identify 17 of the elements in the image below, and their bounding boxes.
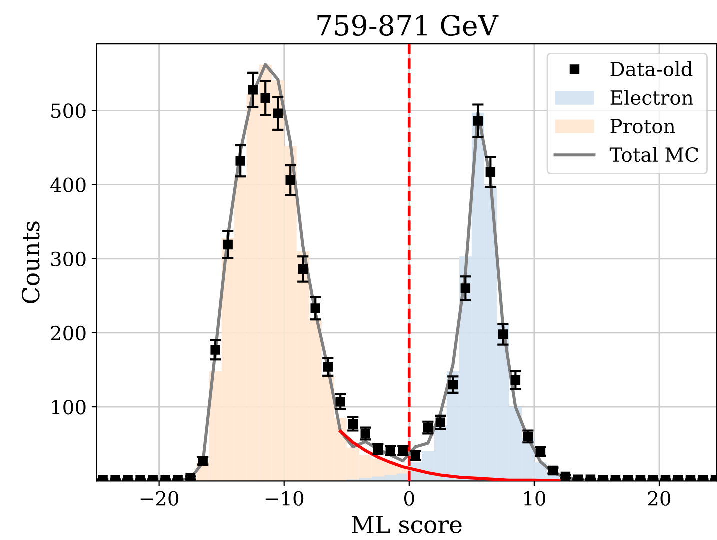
y-tick-label: 400 — [50, 178, 86, 192]
y-axis-title: Counts — [22, 222, 40, 304]
legend-label: Total MC — [610, 147, 698, 162]
y-tick-label: 300 — [51, 252, 86, 267]
x-tick-label: −10 — [266, 491, 304, 506]
x-tick-label: 0 — [404, 491, 414, 506]
y-tick-label: 100 — [52, 400, 86, 415]
y-tick-label: 500 — [52, 104, 86, 118]
y-tick-label: 200 — [51, 326, 86, 341]
chart-title: 759-871 GeV — [318, 15, 499, 36]
legend-label: Electron — [610, 90, 694, 106]
x-tick-label: 20 — [648, 491, 671, 506]
x-tick-label: −20 — [140, 491, 179, 506]
x-tick-label: 10 — [524, 491, 546, 506]
x-axis-title: ML score — [352, 516, 462, 534]
legend-label: Data-old — [610, 62, 693, 77]
legend-label: Proton — [610, 119, 676, 134]
